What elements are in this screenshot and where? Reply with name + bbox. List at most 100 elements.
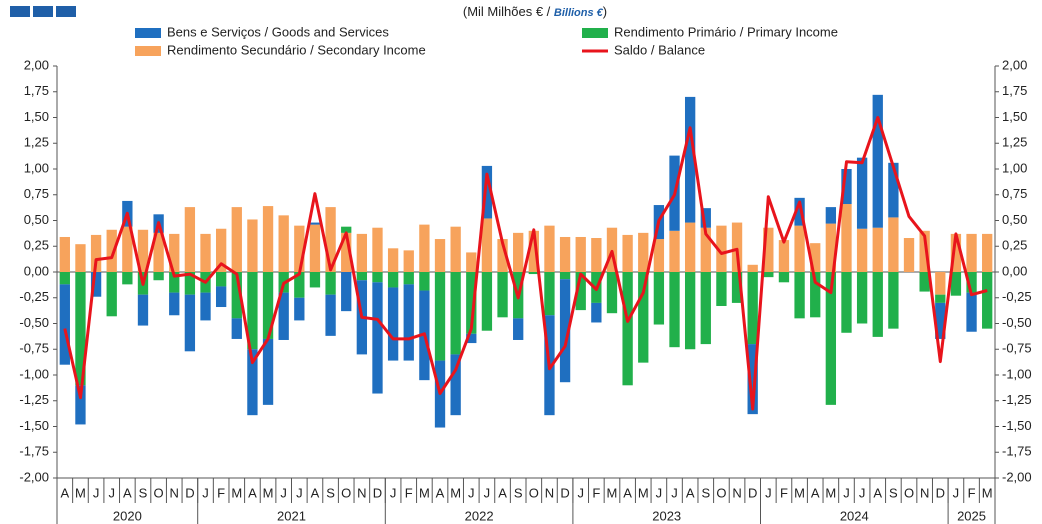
bar (434, 272, 446, 361)
y-tick-label: 0,50 (24, 212, 49, 227)
bar (450, 354, 461, 416)
x-tick-label: M (638, 485, 649, 500)
y2-tick-label: -1,75 (1002, 444, 1032, 459)
bar (200, 292, 211, 321)
x-tick-label: M (231, 485, 242, 500)
y-tick-label: -0,75 (19, 341, 49, 356)
bar (716, 225, 727, 272)
bar (888, 162, 899, 218)
bar (184, 207, 196, 272)
bar (231, 207, 242, 272)
bar (684, 222, 696, 272)
x-tick-label: M (982, 485, 993, 500)
bar (481, 165, 493, 219)
x-tick-label: F (217, 485, 225, 500)
unit-en: Billions € (554, 7, 604, 19)
bar (778, 272, 790, 283)
bar (591, 302, 602, 323)
bar (450, 272, 461, 355)
bar (215, 286, 227, 308)
bar (716, 272, 727, 306)
bar (856, 228, 868, 272)
bar (372, 272, 383, 283)
bar (325, 294, 336, 336)
legend-label: Bens e Serviços / Goods and Services (167, 24, 389, 39)
bar (59, 272, 70, 285)
bar (481, 218, 493, 272)
y-tick-label: 0,00 (24, 263, 49, 278)
bar (325, 207, 336, 272)
bar (872, 94, 883, 228)
bar (75, 385, 86, 425)
x-tick-label: D (560, 485, 569, 500)
bar (794, 225, 805, 272)
y-tick-label: -1,75 (19, 444, 49, 459)
x-tick-label: N (732, 485, 741, 500)
x-tick-label: F (968, 485, 976, 500)
bar (825, 207, 837, 224)
bar (638, 272, 649, 363)
bar (309, 224, 321, 272)
year-label: 2025 (957, 508, 986, 523)
x-tick-label: D (373, 485, 382, 500)
bar (747, 264, 758, 272)
y-tick-label: -1,50 (19, 418, 49, 433)
bar (747, 344, 758, 415)
bar (935, 302, 946, 339)
bar (794, 272, 805, 319)
x-tick-label: S (326, 485, 335, 500)
bar (450, 226, 461, 272)
bar (90, 272, 102, 297)
bar (856, 272, 868, 324)
bar (684, 96, 696, 223)
y2-tick-label: 0,50 (1002, 212, 1027, 227)
bar (606, 272, 618, 314)
bar (622, 272, 633, 386)
bar (184, 272, 196, 295)
bar (434, 239, 446, 272)
bar (919, 272, 930, 292)
x-tick-label: F (780, 485, 788, 500)
bar (810, 272, 821, 318)
x-tick-label: J (656, 485, 663, 500)
x-tick-label: N (545, 485, 554, 500)
bar (137, 294, 149, 326)
y2-tick-label: -1,25 (1002, 392, 1032, 407)
y2-tick-label: -2,00 (1002, 469, 1032, 484)
bar (700, 227, 711, 272)
bar (184, 294, 196, 352)
x-tick-label: S (889, 485, 898, 500)
bar (794, 197, 805, 226)
bar (153, 232, 164, 272)
y2-tick-label: -0,25 (1002, 289, 1032, 304)
bar (356, 233, 368, 272)
bar (169, 272, 180, 293)
bar (262, 338, 274, 405)
y2-tick-label: 0,00 (1002, 263, 1027, 278)
bar (763, 272, 774, 278)
bar (247, 272, 258, 350)
x-tick-label: J (296, 485, 303, 500)
bar (215, 228, 227, 272)
x-tick-label: O (904, 485, 914, 500)
bar (122, 272, 133, 285)
bar (403, 284, 414, 361)
bar (481, 272, 493, 331)
x-tick-label: J (859, 485, 866, 500)
x-tick-label: J (577, 485, 584, 500)
bar (575, 236, 586, 272)
y-tick-label: 0,75 (24, 186, 49, 201)
y-tick-label: 1,00 (24, 160, 49, 175)
y-tick-label: -2,00 (19, 469, 49, 484)
x-tick-label: N (920, 485, 929, 500)
bar (966, 233, 977, 272)
bar (137, 229, 149, 272)
x-tick-label: A (498, 485, 507, 500)
x-tick-label: J (843, 485, 850, 500)
x-tick-label: S (139, 485, 148, 500)
y2-tick-label: 2,00 (1002, 57, 1027, 72)
bar (513, 232, 524, 272)
bar (653, 239, 665, 272)
x-tick-label: D (185, 485, 194, 500)
x-tick-label: S (514, 485, 523, 500)
